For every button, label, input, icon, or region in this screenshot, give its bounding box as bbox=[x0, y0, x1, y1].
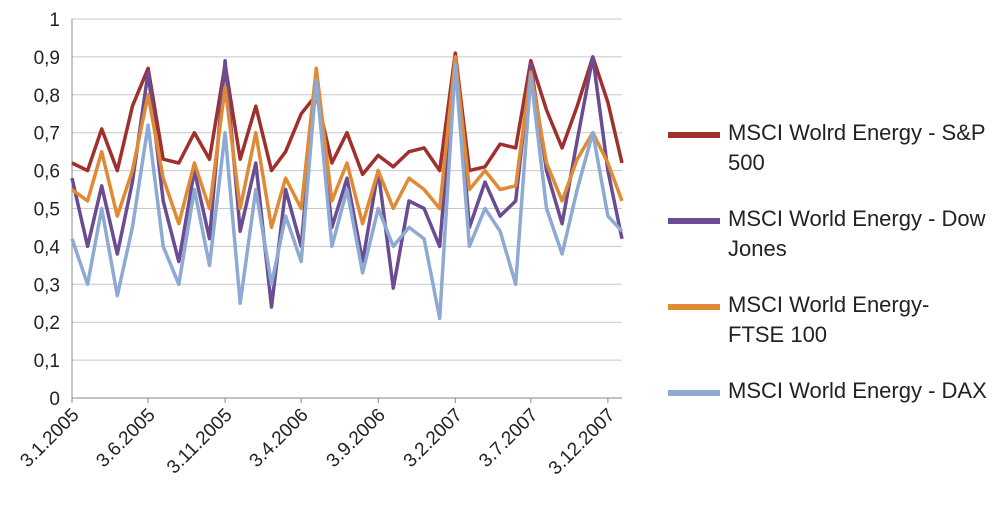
x-tick-label: 3.12.2007 bbox=[545, 405, 620, 480]
legend-label-dow-jones: MSCI World Energy - Dow Jones bbox=[728, 206, 986, 261]
legend-item-dax: MSCI World Energy - DAX bbox=[668, 376, 988, 406]
x-tick-label: 3.7.2007 bbox=[475, 405, 542, 472]
legend-item-dow-jones: MSCI World Energy - Dow Jones bbox=[668, 204, 988, 264]
x-tick-label: 3.9.2006 bbox=[323, 405, 390, 472]
y-tick-label: 0,5 bbox=[34, 200, 60, 221]
x-tick-label: 3.4.2006 bbox=[246, 405, 313, 472]
y-tick-label: 0,6 bbox=[34, 162, 60, 183]
legend-swatch-ftse100 bbox=[668, 304, 720, 310]
y-tick-label: 0,2 bbox=[34, 313, 60, 334]
legend-swatch-sp500 bbox=[668, 132, 720, 138]
x-tick-label: 3.6.2005 bbox=[92, 405, 159, 472]
y-tick-label: 1 bbox=[49, 10, 60, 31]
legend-label-sp500: MSCI Wolrd Energy - S&P 500 bbox=[728, 120, 986, 175]
y-tick-label: 0,8 bbox=[34, 86, 60, 107]
legend-label-ftse100: MSCI World Energy- FTSE 100 bbox=[728, 292, 930, 347]
x-tick-label: 3.11.2005 bbox=[163, 405, 237, 479]
y-tick-label: 0,9 bbox=[34, 48, 60, 69]
legend: MSCI Wolrd Energy - S&P 500 MSCI World E… bbox=[668, 118, 988, 432]
legend-item-sp500: MSCI Wolrd Energy - S&P 500 bbox=[668, 118, 988, 178]
series-line-dow-jones bbox=[70, 55, 624, 309]
x-tick-label: 3.1.2005 bbox=[16, 405, 83, 472]
y-tick-label: 0,7 bbox=[34, 124, 60, 145]
y-tick-label: 0,3 bbox=[34, 275, 60, 296]
y-tick-label: 0 bbox=[49, 389, 60, 410]
legend-swatch-dax bbox=[668, 390, 720, 396]
legend-label-dax: MSCI World Energy - DAX bbox=[728, 378, 987, 403]
legend-item-ftse100: MSCI World Energy- FTSE 100 bbox=[668, 290, 988, 350]
x-tick-label: 3.2.2007 bbox=[400, 405, 467, 472]
series-line-sp500 bbox=[71, 51, 624, 177]
y-tick-label: 0,1 bbox=[34, 351, 60, 372]
legend-swatch-dow-jones bbox=[668, 218, 720, 224]
series-line-dax bbox=[70, 62, 624, 321]
series-line-ftse100 bbox=[70, 55, 624, 230]
y-tick-label: 0,4 bbox=[34, 237, 61, 258]
